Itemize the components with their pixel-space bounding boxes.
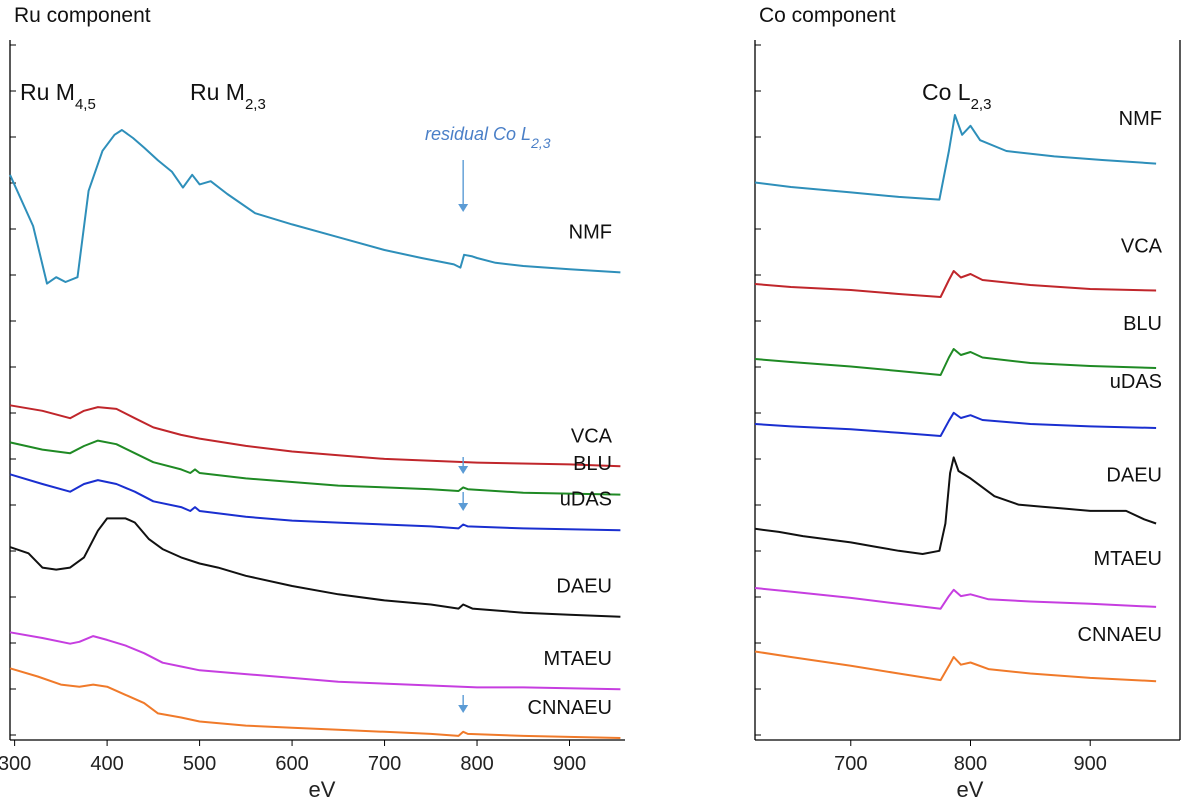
ru-y-ticks [10,44,16,736]
co-series-curves [754,114,1157,683]
co-peak-labels: Co L2,3 [922,79,991,113]
co-panel-frame [754,40,1181,741]
ru-x-ticks: 300 400 500 600 700 800 900 [0,740,586,775]
series-curve-udas [9,473,621,532]
ru-panel-title: Ru component [14,4,151,27]
arrow-marker-udas [458,492,469,511]
x-tick-label: 600 [275,753,308,775]
co-component-panel: Co component 700 800 900 NMF VCA BLU uDAS DAEU… [754,4,1181,802]
series-label-cnnaeu: CNNAEU [1078,624,1162,646]
ru-panel-frame [9,40,625,741]
co-series-labels: NMF VCA BLU uDAS DAEU MTAEU CNNAEU [1078,108,1163,646]
series-curve-mtaeu [754,587,1157,610]
ru-series-labels: NMF VCA BLU uDAS DAEU MTAEU CNNAEU [528,221,613,718]
series-label-mtaeu: MTAEU [1093,548,1162,570]
x-tick-label: 400 [90,753,123,775]
series-curve-cnnaeu [754,650,1157,683]
residual-co-annotation: residual Co L2,3 [425,124,551,151]
peak-label: Ru M4,5 [20,79,96,113]
series-curve-udas [754,411,1157,437]
x-tick-label: 900 [1074,753,1107,775]
series-label-blu: BLU [1123,313,1162,335]
series-label-blu: BLU [573,453,612,475]
series-label-nmf: NMF [1119,108,1162,130]
co-x-axis-label: eV [957,777,984,802]
peak-label: Ru M2,3 [190,79,266,113]
x-tick-label: 800 [460,753,493,775]
arrow-marker-cnnaeu [458,695,469,713]
series-curve-vca [9,404,621,468]
x-tick-label: 700 [834,753,867,775]
series-curve-nmf [9,129,621,285]
co-x-ticks: 700 800 900 [834,740,1107,775]
series-curve-cnnaeu [9,667,621,739]
series-label-udas: uDAS [560,489,612,511]
series-curve-mtaeu [9,631,621,691]
series-label-daeu: DAEU [1106,465,1162,487]
series-label-udas: uDAS [1110,371,1162,393]
series-label-vca: VCA [571,425,613,447]
series-label-cnnaeu: CNNAEU [528,697,612,719]
series-curve-daeu [9,517,621,618]
series-curve-blu [9,439,621,496]
arrow-marker-nmf [458,160,469,212]
series-label-daeu: DAEU [556,575,612,597]
co-y-ticks [755,44,761,736]
peak-label: Co L2,3 [922,79,991,113]
arrow-marker-blu [458,457,469,474]
co-panel-title: Co component [759,4,896,27]
series-label-vca: VCA [1121,236,1163,258]
series-label-nmf: NMF [569,221,612,243]
series-curve-daeu [754,456,1157,555]
series-curve-nmf [754,114,1157,201]
x-tick-label: 900 [553,753,586,775]
series-label-mtaeu: MTAEU [543,648,612,670]
ru-peak-labels: Ru M4,5 Ru M2,3 [20,79,266,113]
x-tick-label: 800 [954,753,987,775]
ru-arrow-markers [458,160,469,713]
series-curve-blu [754,348,1157,376]
ru-x-axis-label: eV [309,777,336,802]
x-tick-label: 500 [183,753,216,775]
series-curve-vca [754,270,1157,298]
x-tick-label: 700 [368,753,401,775]
ru-series-curves [9,129,621,739]
x-tick-label: 300 [0,753,31,775]
ru-component-panel: Ru component 300 400 500 600 700 800 900 NMF VC… [0,4,625,802]
